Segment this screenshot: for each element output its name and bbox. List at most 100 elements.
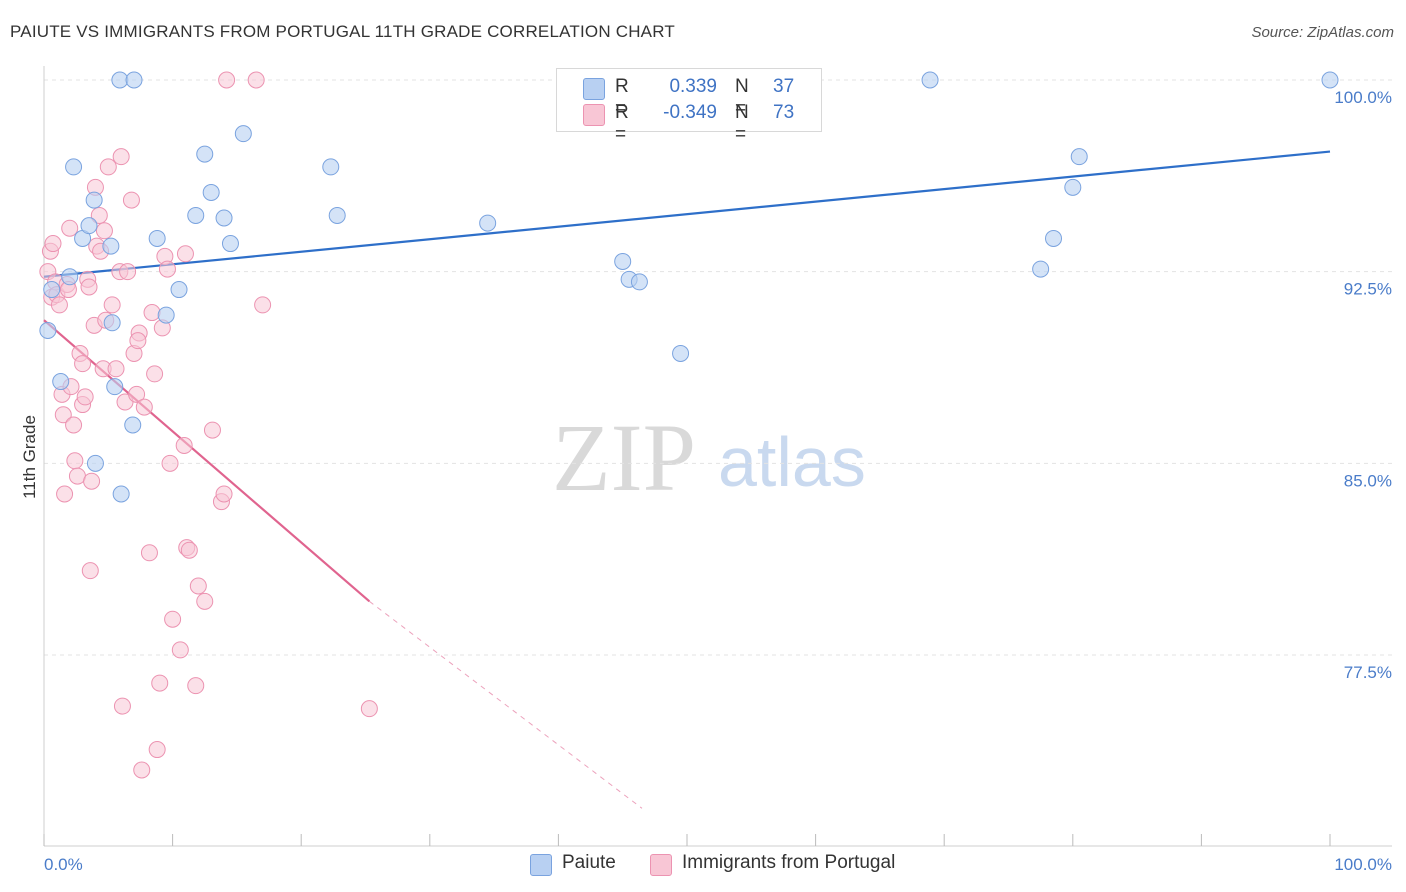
legend-r-value: 0.339 (669, 76, 717, 97)
portugal-point (74, 355, 92, 373)
paiute-point (43, 281, 61, 299)
portugal-point (65, 416, 83, 434)
paiute-point (102, 237, 120, 255)
paiute-point (86, 454, 104, 472)
paiute-point (106, 378, 124, 396)
y-tick-label: 100.0% (1334, 88, 1392, 107)
portugal-point (146, 365, 164, 383)
paiute-point (52, 373, 70, 391)
source-credit: Source: ZipAtlas.com (1251, 24, 1394, 41)
data-points (39, 71, 1339, 779)
legend-r-label: R = (615, 102, 629, 145)
paiute-point (479, 214, 497, 232)
paiute-point (124, 416, 142, 434)
portugal-point (95, 222, 113, 240)
portugal-point (247, 71, 265, 89)
paiute-point (103, 314, 121, 332)
y-tick-label: 85.0% (1344, 471, 1392, 490)
bottom-legend-label-paiute: Paiute (562, 852, 616, 873)
paiute-point (234, 125, 252, 143)
portugal-point (196, 592, 214, 610)
paiute-point (112, 485, 130, 503)
paiute-point (111, 71, 129, 89)
paiute-point (196, 145, 214, 163)
paiute-point (187, 206, 205, 224)
chart-title: PAIUTE VS IMMIGRANTS FROM PORTUGAL 11TH … (10, 22, 675, 41)
paiute-point (170, 281, 188, 299)
legend-swatch-paiute (583, 78, 605, 100)
paiute-point (148, 229, 166, 247)
legend-n-label: N = (735, 102, 749, 145)
paiute-point (202, 183, 220, 201)
portugal-point (175, 436, 193, 454)
portugal-point (107, 360, 125, 378)
paiute-point (322, 158, 340, 176)
portugal-point (140, 544, 158, 562)
portugal-point (103, 296, 121, 314)
portugal-point (68, 467, 86, 485)
portugal-point (128, 385, 146, 403)
legend-n-value: 73 (773, 102, 795, 123)
portugal-point (189, 577, 207, 595)
portugal-point (218, 71, 236, 89)
portugal-point (143, 304, 161, 322)
portugal-point (215, 485, 233, 503)
bottom-legend-swatch-paiute (530, 854, 552, 876)
portugal-point (133, 761, 151, 779)
portugal-point (50, 296, 68, 314)
paiute-point (157, 306, 175, 324)
portugal-point (161, 454, 179, 472)
portugal-point (83, 472, 101, 490)
x-tick-label: 100.0% (1334, 855, 1392, 874)
y-tick-label: 92.5% (1344, 280, 1392, 299)
watermark-atlas: atlas (718, 423, 866, 501)
paiute-point (328, 206, 346, 224)
portugal-point (254, 296, 272, 314)
paiute-point (1321, 71, 1339, 89)
x-tick-label: 0.0% (44, 855, 83, 874)
paiute-point (215, 209, 233, 227)
axes (43, 66, 1392, 847)
paiute-point (1032, 260, 1050, 278)
portugal-point (360, 700, 378, 718)
watermark-zip: ZIP (552, 404, 696, 511)
bottom-legend-swatch-portugal (650, 854, 672, 876)
paiute-point (1045, 229, 1063, 247)
paiute-point (1070, 148, 1088, 166)
portugal-point (76, 388, 94, 406)
legend-r-value: -0.349 (663, 102, 717, 123)
portugal-point (148, 741, 166, 759)
paiute-point (39, 321, 57, 339)
portugal-point (122, 191, 140, 209)
paiute-trend-line (43, 150, 1331, 278)
portugal-point (99, 158, 117, 176)
paiute-point (61, 268, 79, 286)
portugal-point (176, 245, 194, 263)
bottom-legend-label-portugal: Immigrants from Portugal (682, 852, 896, 873)
portugal-point (180, 541, 198, 559)
legend-r-label: R = (615, 76, 629, 119)
portugal-point (90, 206, 108, 224)
paiute-point (614, 252, 632, 270)
portugal-point (61, 219, 79, 237)
portugal-point (129, 332, 147, 350)
portugal-point (135, 398, 153, 416)
paiute-point (65, 158, 83, 176)
portugal-point (187, 677, 205, 695)
portugal-trend-extension (369, 600, 643, 809)
portugal-point (56, 485, 74, 503)
tick-labels: 100.0% 92.5% 85.0% 77.5% 0.0% 100.0% (44, 88, 1392, 874)
legend-n-label: N = (735, 76, 749, 119)
portugal-point (164, 610, 182, 628)
paiute-point (672, 344, 690, 362)
portugal-point (119, 263, 137, 281)
portugal-point (203, 421, 221, 439)
portugal-point (54, 406, 72, 424)
paiute-point (125, 71, 143, 89)
portugal-point (113, 697, 131, 715)
portugal-point (112, 148, 130, 166)
portugal-point (81, 562, 99, 580)
y-axis-label: 11th Grade (20, 415, 39, 499)
portugal-point (158, 260, 176, 278)
